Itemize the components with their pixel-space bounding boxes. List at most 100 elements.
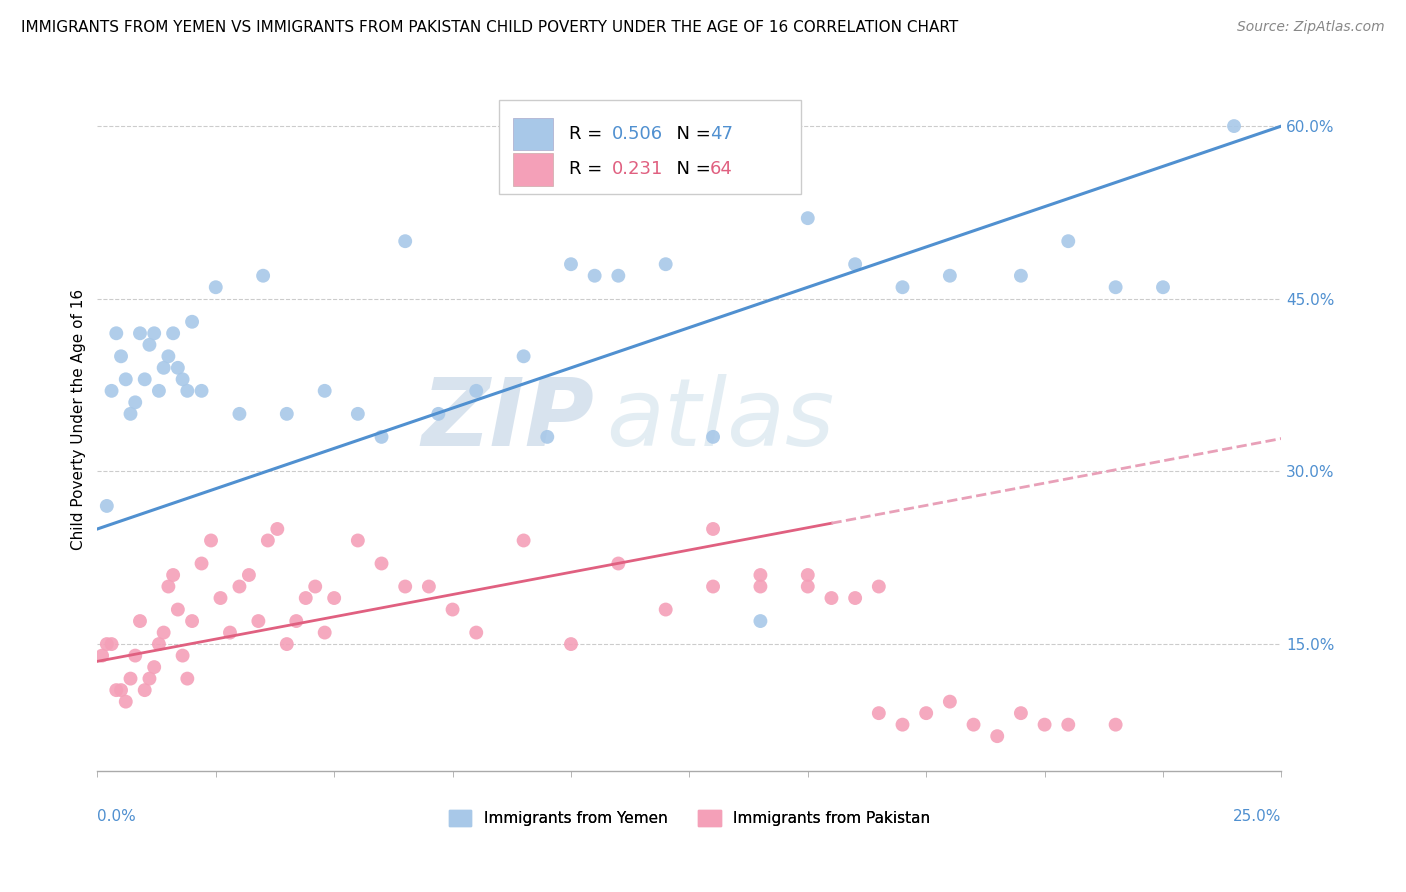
Point <box>162 326 184 341</box>
Point <box>152 625 174 640</box>
Point <box>962 717 984 731</box>
Point <box>654 602 676 616</box>
Legend: Immigrants from Yemen, Immigrants from Pakistan: Immigrants from Yemen, Immigrants from P… <box>449 810 931 826</box>
Point <box>96 499 118 513</box>
Point <box>314 384 336 398</box>
Point <box>304 580 326 594</box>
Point <box>891 280 914 294</box>
Point <box>252 268 274 283</box>
Point <box>607 268 630 283</box>
Text: Source: ZipAtlas.com: Source: ZipAtlas.com <box>1237 20 1385 34</box>
Text: 47: 47 <box>710 125 733 143</box>
Point <box>654 257 676 271</box>
Point <box>114 695 136 709</box>
Point <box>465 384 488 398</box>
Point <box>228 407 250 421</box>
Point <box>120 672 142 686</box>
Point <box>797 211 820 226</box>
Point <box>134 683 156 698</box>
Point <box>148 637 170 651</box>
Text: N =: N = <box>665 161 717 178</box>
Point <box>152 360 174 375</box>
Point <box>1033 717 1056 731</box>
Point <box>749 568 772 582</box>
Point <box>148 384 170 398</box>
Point <box>134 372 156 386</box>
Point <box>138 672 160 686</box>
Point <box>257 533 280 548</box>
Y-axis label: Child Poverty Under the Age of 16: Child Poverty Under the Age of 16 <box>72 289 86 550</box>
Point <box>347 533 370 548</box>
Point <box>190 557 212 571</box>
Point <box>129 614 152 628</box>
Point <box>276 637 298 651</box>
Point <box>1010 268 1032 283</box>
Point <box>143 326 166 341</box>
Point <box>172 372 194 386</box>
Point <box>114 372 136 386</box>
Point <box>986 729 1008 743</box>
Point <box>181 614 204 628</box>
Text: ZIP: ZIP <box>422 374 595 466</box>
Point <box>512 349 534 363</box>
Text: 0.0%: 0.0% <box>97 809 136 824</box>
Point <box>266 522 288 536</box>
Point <box>100 637 122 651</box>
Point <box>120 407 142 421</box>
Point <box>138 338 160 352</box>
Point <box>176 384 198 398</box>
Point <box>129 326 152 341</box>
Point <box>100 384 122 398</box>
Point <box>1152 280 1174 294</box>
Text: IMMIGRANTS FROM YEMEN VS IMMIGRANTS FROM PAKISTAN CHILD POVERTY UNDER THE AGE OF: IMMIGRANTS FROM YEMEN VS IMMIGRANTS FROM… <box>21 20 959 35</box>
Point <box>124 395 146 409</box>
Text: atlas: atlas <box>606 374 835 465</box>
Point <box>91 648 114 663</box>
Point <box>607 557 630 571</box>
Point <box>1010 706 1032 720</box>
Point <box>560 257 582 271</box>
Point <box>347 407 370 421</box>
Point <box>96 637 118 651</box>
Point <box>939 695 962 709</box>
Point <box>465 625 488 640</box>
Point <box>441 602 464 616</box>
Point <box>939 268 962 283</box>
Point <box>1104 717 1126 731</box>
Point <box>1057 717 1080 731</box>
Point <box>536 430 558 444</box>
Point <box>868 706 890 720</box>
Point <box>110 683 132 698</box>
Point <box>1104 280 1126 294</box>
Point <box>749 614 772 628</box>
Point <box>181 315 204 329</box>
Point <box>749 580 772 594</box>
Point <box>370 557 392 571</box>
Point <box>110 349 132 363</box>
Point <box>157 349 180 363</box>
Point <box>105 326 128 341</box>
Text: R =: R = <box>569 161 609 178</box>
Text: 64: 64 <box>710 161 733 178</box>
Point <box>702 522 724 536</box>
Point <box>157 580 180 594</box>
Point <box>844 591 866 605</box>
Point <box>143 660 166 674</box>
Text: 0.231: 0.231 <box>612 161 664 178</box>
Point <box>105 683 128 698</box>
Text: 25.0%: 25.0% <box>1233 809 1281 824</box>
Point <box>820 591 842 605</box>
Point <box>702 430 724 444</box>
Point <box>176 672 198 686</box>
Point <box>247 614 270 628</box>
Point <box>190 384 212 398</box>
Point <box>797 580 820 594</box>
Point <box>323 591 346 605</box>
Point <box>167 602 190 616</box>
Text: R =: R = <box>569 125 609 143</box>
Point <box>370 430 392 444</box>
Point <box>219 625 242 640</box>
Point <box>209 591 232 605</box>
Point <box>560 637 582 651</box>
Point <box>124 648 146 663</box>
